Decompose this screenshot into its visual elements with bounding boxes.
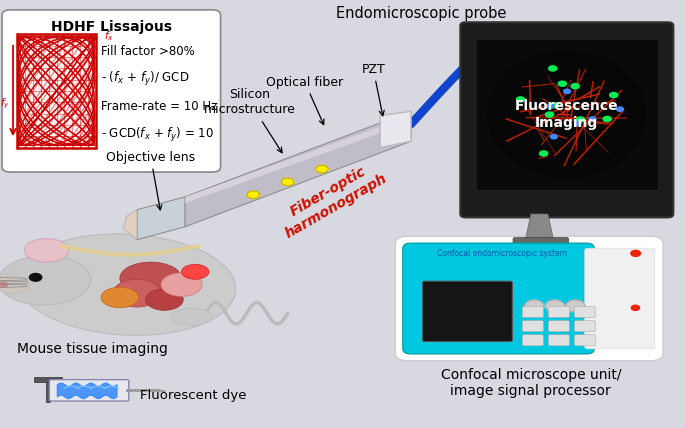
FancyBboxPatch shape — [395, 236, 663, 361]
Ellipse shape — [120, 262, 182, 294]
Circle shape — [632, 305, 640, 310]
Polygon shape — [380, 111, 411, 148]
Circle shape — [558, 81, 566, 86]
Text: Fluorescence
Imaging: Fluorescence Imaging — [515, 99, 619, 130]
Circle shape — [589, 117, 596, 121]
Text: Confocal microscope unit/
image signal processor: Confocal microscope unit/ image signal p… — [440, 368, 621, 398]
Bar — [476, 39, 658, 190]
Text: $f_x$: $f_x$ — [104, 30, 114, 43]
Circle shape — [566, 300, 585, 312]
Ellipse shape — [0, 256, 90, 305]
Circle shape — [545, 300, 564, 312]
FancyBboxPatch shape — [522, 335, 543, 346]
Circle shape — [516, 97, 525, 102]
Ellipse shape — [101, 287, 138, 308]
Ellipse shape — [171, 308, 212, 325]
Circle shape — [282, 178, 294, 186]
FancyBboxPatch shape — [460, 22, 673, 217]
Polygon shape — [525, 214, 553, 240]
Circle shape — [603, 116, 611, 122]
Text: Silicon
microstructure: Silicon microstructure — [204, 89, 296, 153]
Circle shape — [571, 83, 580, 89]
Circle shape — [564, 89, 571, 94]
Circle shape — [540, 151, 548, 156]
Text: Endomicroscopic probe: Endomicroscopic probe — [336, 6, 506, 21]
Text: Confocal endomicroscopic system: Confocal endomicroscopic system — [437, 249, 567, 258]
Circle shape — [631, 250, 640, 256]
Text: PZT: PZT — [362, 63, 385, 116]
Text: - GCD($f_x$ + $f_y$) = 10: - GCD($f_x$ + $f_y$) = 10 — [101, 126, 214, 144]
Text: Optical fiber: Optical fiber — [266, 76, 343, 125]
Ellipse shape — [161, 273, 202, 297]
FancyBboxPatch shape — [585, 248, 655, 349]
Circle shape — [551, 134, 558, 139]
Ellipse shape — [0, 276, 29, 293]
Bar — [34, 377, 62, 382]
Ellipse shape — [18, 234, 236, 335]
Ellipse shape — [25, 239, 68, 262]
FancyBboxPatch shape — [2, 10, 221, 172]
Circle shape — [547, 104, 553, 108]
FancyBboxPatch shape — [574, 321, 595, 332]
Text: HDHF Lissajous: HDHF Lissajous — [51, 20, 172, 34]
Polygon shape — [123, 210, 137, 240]
Text: $f_y$: $f_y$ — [0, 97, 10, 111]
Ellipse shape — [113, 279, 161, 307]
Text: Objective lens: Objective lens — [106, 151, 195, 210]
Bar — [17, 34, 96, 148]
FancyBboxPatch shape — [522, 321, 543, 332]
Ellipse shape — [487, 51, 647, 178]
FancyBboxPatch shape — [574, 306, 595, 318]
Circle shape — [616, 107, 623, 111]
Circle shape — [610, 92, 618, 98]
Text: Fluorescent dye: Fluorescent dye — [140, 389, 247, 402]
FancyBboxPatch shape — [522, 306, 543, 318]
Polygon shape — [185, 116, 411, 203]
Circle shape — [545, 112, 553, 117]
Ellipse shape — [145, 289, 184, 310]
Ellipse shape — [182, 264, 209, 279]
FancyBboxPatch shape — [513, 238, 569, 250]
Polygon shape — [137, 197, 185, 240]
FancyBboxPatch shape — [548, 335, 569, 346]
Text: Fill factor >80%: Fill factor >80% — [101, 45, 195, 58]
FancyBboxPatch shape — [423, 281, 512, 342]
Circle shape — [247, 191, 260, 199]
FancyBboxPatch shape — [574, 335, 595, 346]
Circle shape — [574, 122, 581, 126]
Polygon shape — [185, 111, 411, 227]
Text: Frame-rate = 10 Hz: Frame-rate = 10 Hz — [101, 101, 218, 113]
Circle shape — [549, 66, 557, 71]
Circle shape — [576, 117, 584, 122]
Text: Mouse tissue imaging: Mouse tissue imaging — [17, 342, 168, 356]
Circle shape — [525, 300, 544, 312]
Circle shape — [316, 165, 328, 173]
FancyBboxPatch shape — [548, 306, 569, 318]
Circle shape — [29, 273, 42, 281]
Circle shape — [0, 282, 8, 287]
FancyBboxPatch shape — [548, 321, 569, 332]
FancyBboxPatch shape — [49, 380, 129, 401]
Bar — [46, 378, 50, 402]
Circle shape — [550, 103, 558, 108]
Text: - ($f_x$ + $f_y$)/ GCD: - ($f_x$ + $f_y$)/ GCD — [101, 70, 190, 88]
Text: Fiber-optic
harmonograph: Fiber-optic harmonograph — [275, 157, 390, 241]
FancyBboxPatch shape — [403, 243, 595, 354]
